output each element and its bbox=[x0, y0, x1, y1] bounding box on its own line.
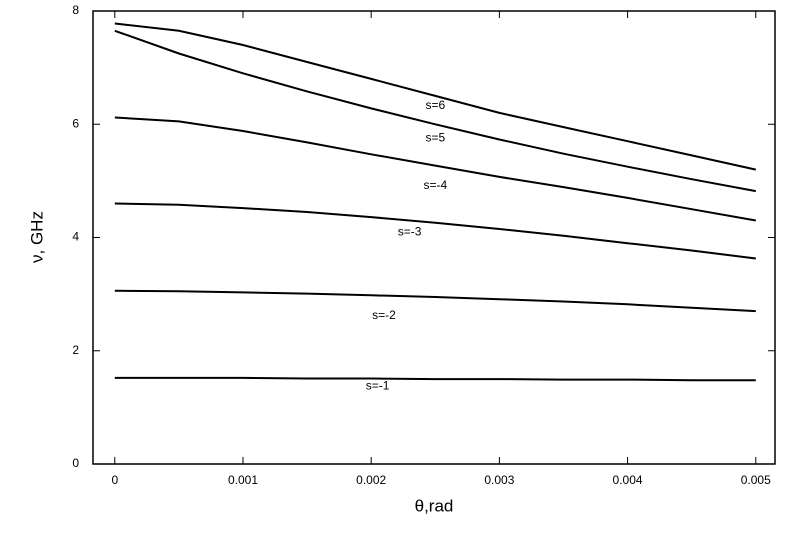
line-series bbox=[114, 376, 756, 382]
line-series bbox=[114, 202, 756, 260]
y-tick-label: 4 bbox=[72, 230, 79, 244]
x-tick-label: 0.003 bbox=[484, 473, 514, 487]
x-tick-label: 0.001 bbox=[228, 473, 258, 487]
x-tick-label: 0 bbox=[111, 473, 118, 487]
series-label: s=-3 bbox=[398, 225, 422, 239]
y-tick-label: 2 bbox=[72, 343, 79, 357]
series-label: s=-1 bbox=[366, 379, 390, 393]
line-series bbox=[114, 289, 756, 313]
x-tick-label: 0.004 bbox=[613, 473, 643, 487]
y-tick-label: 0 bbox=[72, 456, 79, 470]
series-label: s=-2 bbox=[372, 308, 396, 322]
line-series bbox=[114, 22, 757, 171]
x-axis-label: θ,rad bbox=[415, 496, 454, 515]
line-series bbox=[114, 29, 756, 193]
y-axis-label: ν, GHz bbox=[27, 211, 46, 263]
y-tick-label: 8 bbox=[72, 3, 79, 17]
line-series bbox=[114, 116, 756, 222]
x-tick-label: 0.005 bbox=[741, 473, 771, 487]
x-tick-label: 0.002 bbox=[356, 473, 386, 487]
series-label: s=5 bbox=[425, 130, 445, 144]
plot-frame bbox=[92, 10, 776, 465]
y-tick-label: 6 bbox=[72, 116, 79, 130]
series-label: s=-4 bbox=[423, 178, 447, 192]
series-label: s=6 bbox=[425, 98, 445, 112]
